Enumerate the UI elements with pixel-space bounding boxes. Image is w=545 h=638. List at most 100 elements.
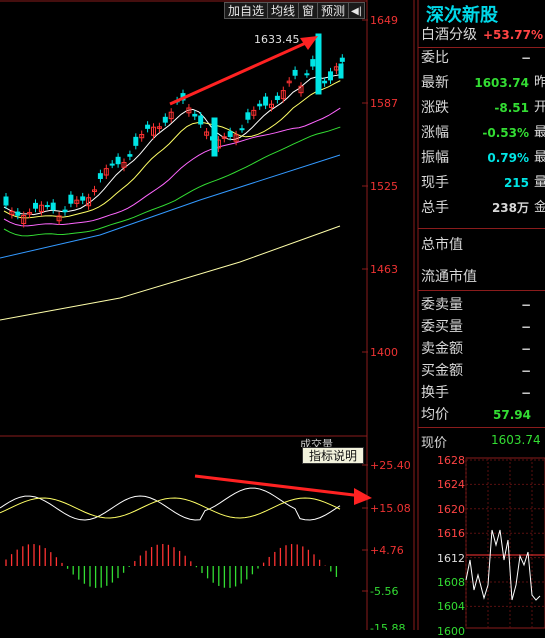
candle-body	[56, 215, 62, 222]
quote-row[interactable]: 涨幅 -0.53% 最	[418, 122, 545, 144]
candle-body	[38, 204, 44, 213]
ma60-line	[0, 154, 341, 259]
quote-row-label: 委比	[421, 50, 449, 66]
forecast-button[interactable]: 预测	[317, 2, 350, 19]
candle-body	[62, 209, 68, 213]
dif-line	[0, 487, 341, 521]
collapse-arrow-icon[interactable]: ◀|	[348, 2, 365, 19]
quote-row[interactable]: 总手 238万金	[418, 197, 545, 219]
index-change-value: +53.77%	[482, 28, 543, 42]
candle-body	[44, 205, 50, 208]
market-cap-label: 总市值	[421, 237, 463, 253]
candle-body	[3, 196, 9, 206]
order-row-value: −	[520, 298, 531, 312]
candle-body	[151, 126, 156, 136]
indicator-y-tick: +25.40	[370, 459, 411, 472]
divider	[418, 427, 545, 428]
candle-body	[204, 131, 210, 136]
mini-chart-y-tick: 1616	[437, 527, 465, 541]
divider	[418, 228, 545, 229]
candle-body	[156, 126, 162, 129]
mini-chart-y-tick: 1624	[437, 478, 465, 492]
candle-body	[80, 196, 86, 201]
candle-body	[192, 113, 198, 117]
quote-row-label: 涨跌	[421, 100, 449, 116]
candle-body	[338, 63, 344, 79]
candle-body	[286, 80, 292, 84]
window-button[interactable]: 窗	[298, 2, 319, 19]
moving-average-button[interactable]: 均线	[267, 2, 300, 19]
quote-row-label: 总手	[421, 200, 449, 216]
candle-body	[74, 199, 80, 204]
ma20-line	[3, 107, 341, 227]
y-tick-label: 1525	[370, 180, 398, 193]
divider	[418, 47, 545, 48]
index-title: 深次新股	[426, 5, 498, 26]
quote-row-value: -0.53%	[482, 126, 529, 140]
candle-body	[339, 57, 345, 62]
quote-row-value: −	[520, 51, 531, 65]
quote-row[interactable]: 涨跌 -8.51 开	[418, 97, 545, 119]
mini-chart-y-tick: 1600	[437, 624, 465, 638]
index-change-row[interactable]: 白酒分级 +53.77%	[418, 24, 545, 46]
quote-row[interactable]: 委比 −	[418, 47, 545, 69]
candle-body	[127, 154, 133, 157]
candle-body	[227, 131, 233, 137]
order-row-value: −	[520, 386, 531, 400]
ma30-line	[3, 126, 341, 237]
order-row[interactable]: 委买量 −	[418, 316, 545, 338]
order-row-value: −	[520, 364, 531, 378]
quote-row-suffix: 最	[533, 125, 545, 140]
add-watchlist-button[interactable]: 加自选	[224, 2, 269, 19]
order-row[interactable]: 卖金额 −	[418, 338, 545, 360]
candle-body	[145, 124, 151, 129]
quote-row-value: 0.79%	[487, 151, 529, 165]
order-row[interactable]: 换手 −	[418, 382, 545, 404]
candle-body	[298, 85, 304, 94]
candle-body	[27, 211, 33, 215]
candle-body	[133, 136, 139, 146]
mini-chart-y-tick: 1608	[437, 576, 465, 589]
order-row[interactable]: 委卖量 −	[418, 294, 545, 316]
quote-row-suffix: 开	[533, 100, 545, 115]
order-row-value: −	[520, 342, 531, 356]
mini-chart-y-tick: 1612	[437, 551, 465, 565]
order-row-value: −	[520, 320, 531, 334]
quote-row-suffix: 金	[533, 200, 545, 215]
candle-body	[292, 69, 298, 76]
indicator-help-tooltip[interactable]: 指标说明	[302, 447, 364, 464]
candle-body	[198, 115, 204, 125]
candle-body	[211, 117, 218, 157]
mini-chart-y-tick: 1628	[437, 454, 465, 467]
indicator-y-tick: +4.76	[370, 544, 404, 557]
order-row[interactable]: 均价 57.94	[418, 404, 545, 426]
candle-body	[162, 116, 168, 123]
quote-row-suffix: 昨	[533, 75, 545, 90]
candle-body	[304, 73, 310, 76]
indicator-name-label: 成交量	[300, 438, 333, 447]
candle-body	[328, 71, 333, 81]
peak-price-label: 1633.45	[254, 33, 300, 46]
candle-body	[33, 202, 38, 209]
candle-body	[315, 33, 322, 95]
divider	[418, 290, 545, 291]
order-row-value: 57.94	[493, 408, 531, 422]
order-row[interactable]: 买金额 −	[418, 360, 545, 382]
quote-row[interactable]: 现手 215 量	[418, 172, 545, 194]
index-name: 白酒分级	[421, 27, 477, 43]
candle-body	[97, 173, 103, 179]
candle-body	[251, 109, 257, 116]
candle-body	[139, 134, 145, 139]
order-row-label: 均价	[421, 407, 449, 423]
candle-body	[221, 136, 227, 139]
ma10-line	[3, 80, 341, 219]
y-tick-label: 1463	[370, 263, 398, 276]
float-cap-label: 流通市值	[421, 269, 477, 285]
candle-body	[15, 211, 21, 216]
quote-row[interactable]: 最新 1603.74 昨	[418, 72, 545, 94]
candle-body	[186, 107, 192, 114]
candle-body	[263, 96, 269, 106]
quote-row[interactable]: 振幅 0.79% 最	[418, 147, 545, 169]
quote-row-suffix: 量	[533, 175, 545, 190]
